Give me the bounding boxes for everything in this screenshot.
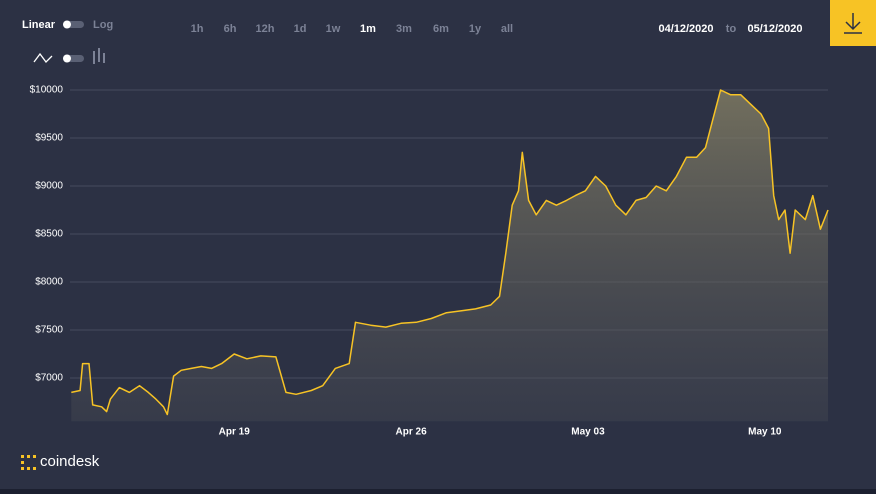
range-button[interactable]: 1h <box>191 23 204 35</box>
range-button[interactable]: 1y <box>469 23 482 35</box>
x-tick-label: Apr 26 <box>396 427 428 438</box>
bottom-bar <box>0 489 876 494</box>
range-buttons: 1h 6h 12h 1d 1w 1m 3m 6m 1y all <box>191 23 514 35</box>
range-button[interactable]: 1w <box>326 23 341 35</box>
date-sep: to <box>726 23 737 35</box>
scale-toggle-knob <box>63 20 71 29</box>
scale-log[interactable]: Log <box>93 19 113 31</box>
range-button[interactable]: 1d <box>294 23 307 35</box>
y-tick-label: $8000 <box>35 277 63 288</box>
x-tick-label: May 10 <box>748 427 782 438</box>
plot: $7000 $7500 $8000 $8500 $9000 $9500 $10000 Apr … <box>30 85 829 438</box>
x-tick-label: Apr 19 <box>219 427 251 438</box>
brand-logo <box>21 455 36 470</box>
date-to[interactable]: 05/12/2020 <box>747 23 802 35</box>
range-button[interactable]: 1m <box>360 23 376 35</box>
download-icon <box>844 13 862 34</box>
y-tick-label: $9000 <box>35 181 63 192</box>
date-from[interactable]: 04/12/2020 <box>658 23 713 35</box>
range-button[interactable]: all <box>501 23 513 35</box>
y-tick-label: $8500 <box>35 229 63 240</box>
range-button[interactable]: 3m <box>396 23 412 35</box>
line-icon[interactable] <box>33 52 53 63</box>
range-button[interactable]: 6h <box>224 23 237 35</box>
area <box>71 90 829 422</box>
price-line <box>71 89 829 416</box>
y-tick-label: $7000 <box>35 373 63 384</box>
brand-name: coindesk <box>40 453 100 470</box>
y-tick-label: $7500 <box>35 325 63 336</box>
scale-linear[interactable]: Linear <box>22 19 56 31</box>
range-button[interactable]: 6m <box>433 23 449 35</box>
type-toggle-knob <box>63 54 71 63</box>
candle-icon[interactable] <box>93 48 105 64</box>
y-tick-label: $10000 <box>30 85 64 96</box>
range-button[interactable]: 12h <box>256 23 275 35</box>
x-tick-label: May 03 <box>571 427 605 438</box>
y-tick-label: $9500 <box>35 133 63 144</box>
